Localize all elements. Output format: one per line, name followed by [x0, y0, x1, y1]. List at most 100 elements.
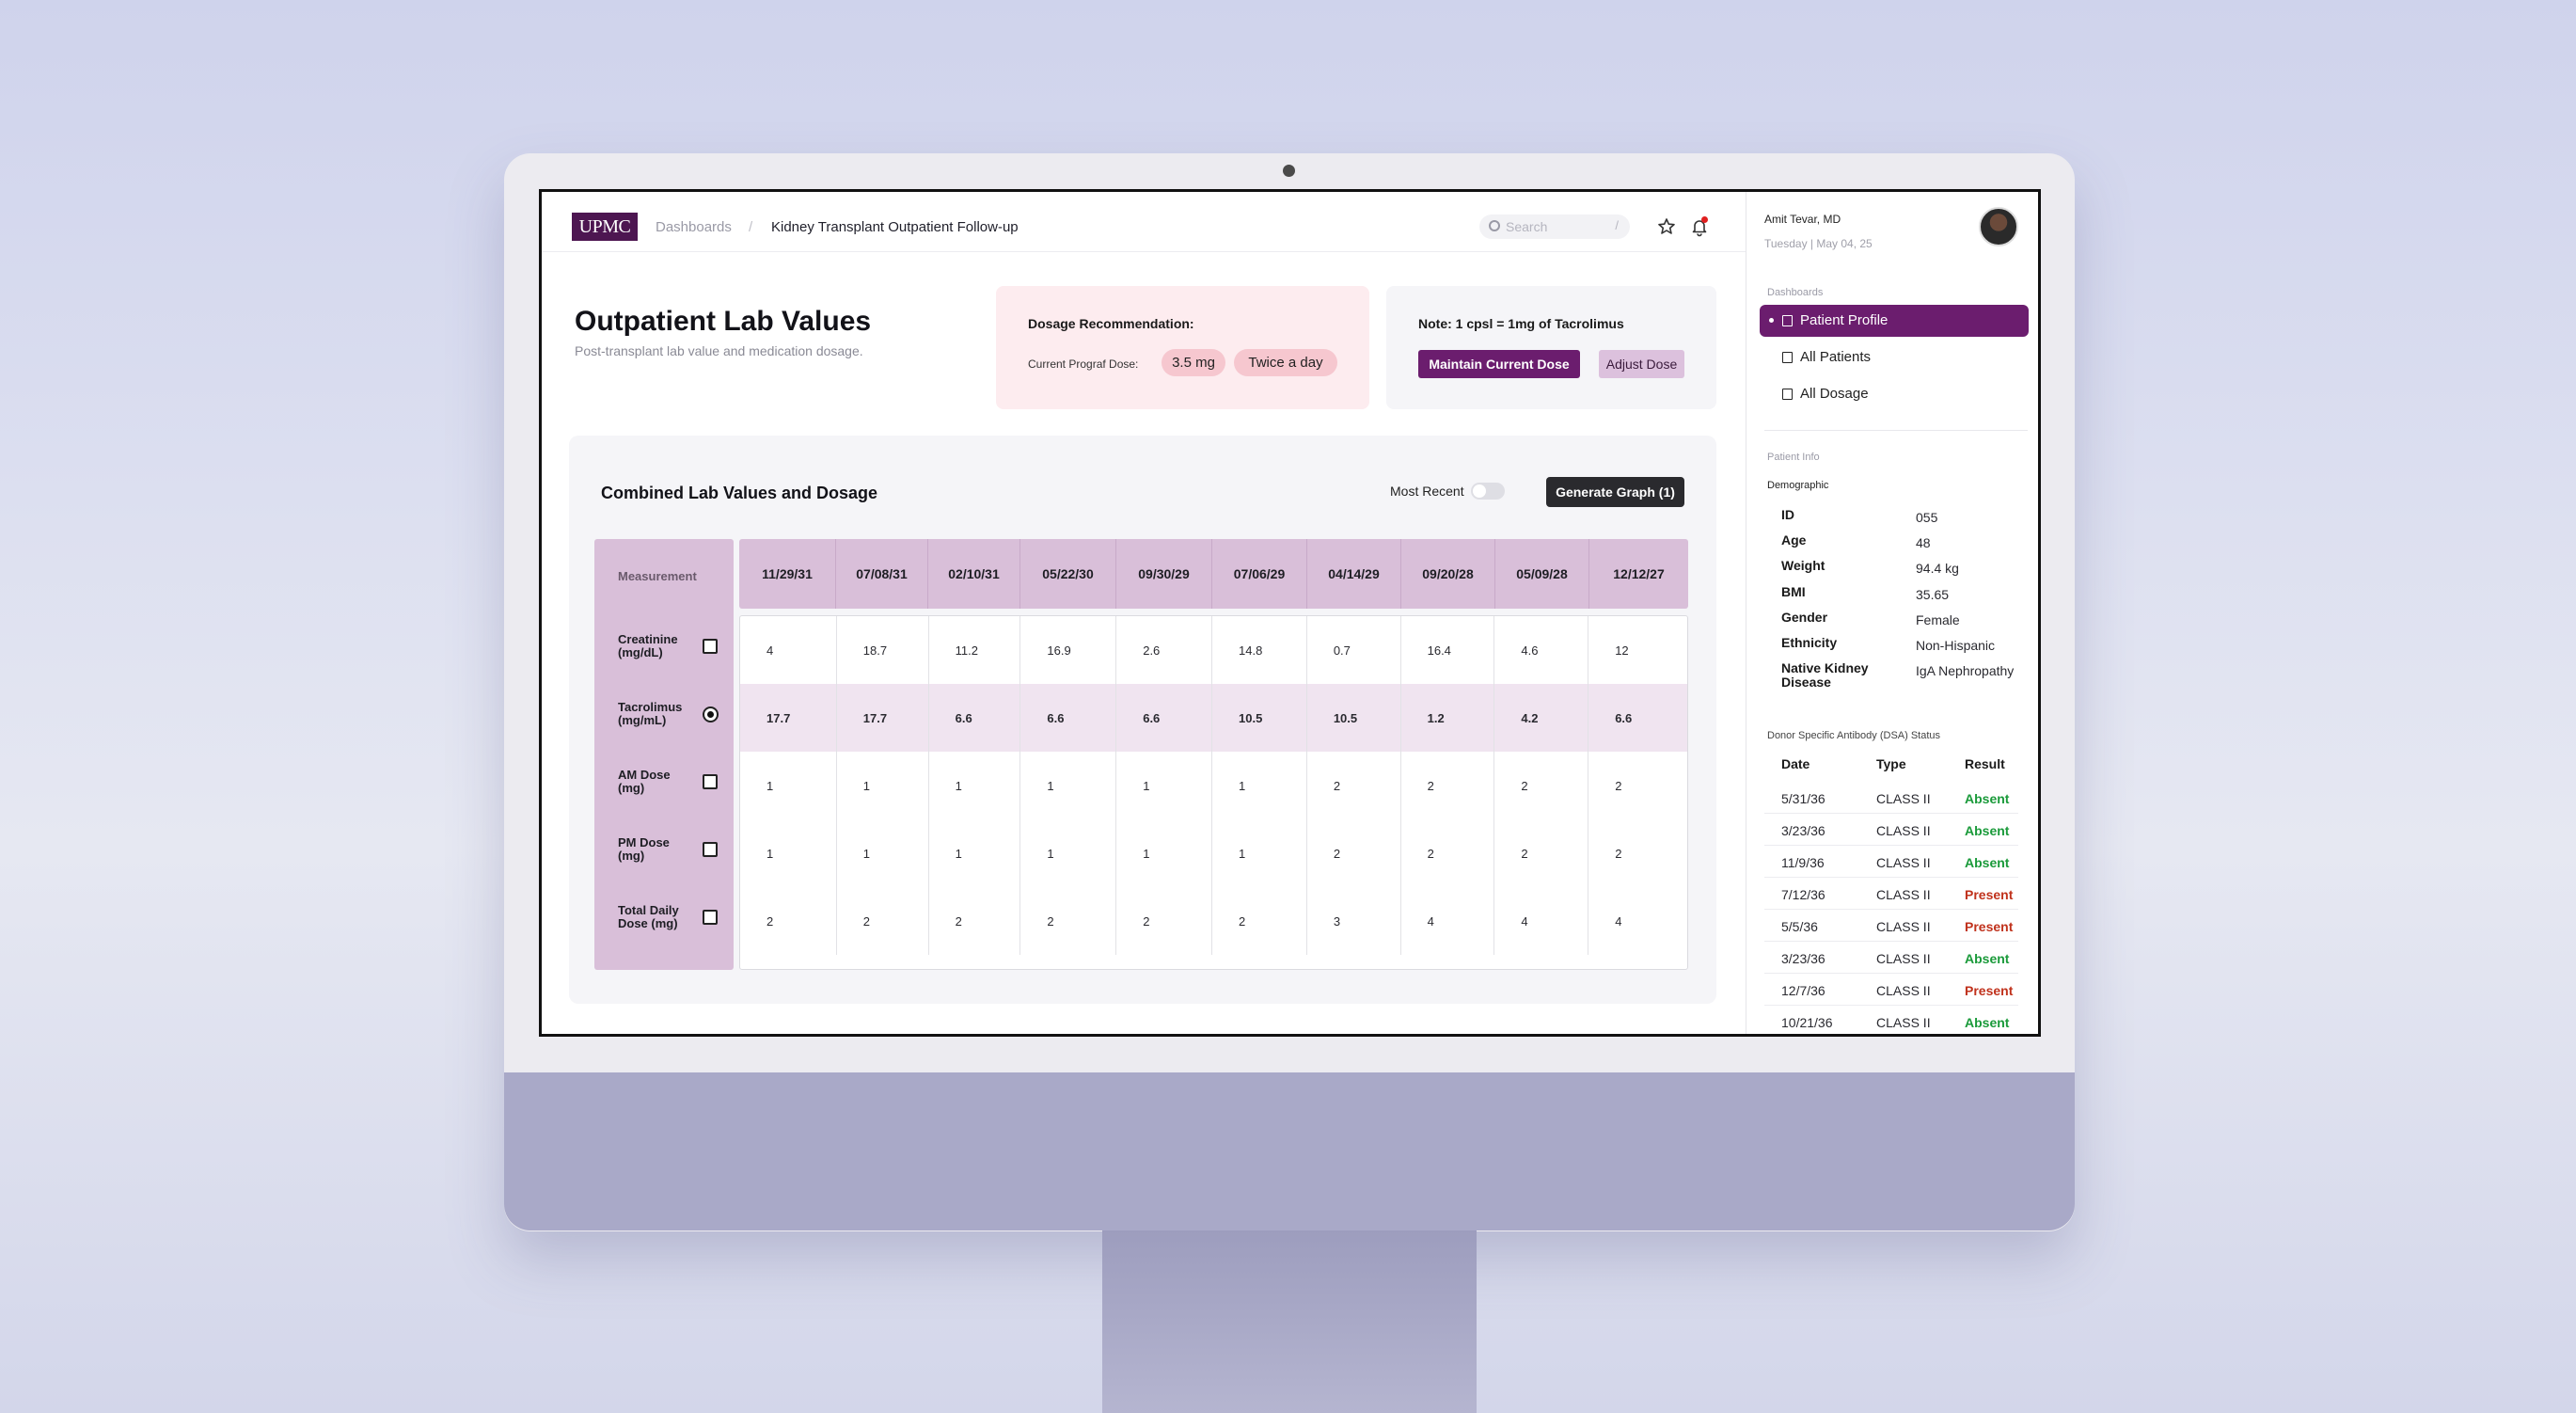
table-cell: 2 [1307, 752, 1401, 819]
demographic-value: 055 [1916, 510, 1938, 525]
right-sidebar: Amit Tevar, MD Tuesday | May 04, 25 Dash… [1746, 192, 2038, 1034]
measurement-radio-selected[interactable] [703, 706, 719, 722]
lab-values-panel: Combined Lab Values and Dosage Most Rece… [569, 436, 1716, 1004]
demographic-value: 35.65 [1916, 587, 1950, 602]
table-cell: 2 [1494, 819, 1589, 887]
measurement-row: PM Dose (mg) [618, 836, 721, 904]
table-cell: 12 [1615, 643, 1629, 658]
demographic-label: Demographic [1767, 480, 1829, 491]
table-cell: 4.6 [1494, 616, 1589, 684]
bell-icon[interactable] [1689, 216, 1710, 237]
dsa-row: 3/23/36 CLASS II Absent [1764, 942, 2018, 974]
dsa-date: 12/7/36 [1781, 983, 1825, 998]
date-column-header[interactable]: 04/14/29 [1307, 539, 1401, 609]
dsa-row: 11/9/36 CLASS II Absent [1764, 846, 2018, 878]
adjust-dose-button[interactable]: Adjust Dose [1599, 350, 1684, 378]
date-column-header[interactable]: 07/06/29 [1212, 539, 1307, 609]
date-column-header[interactable]: 07/08/31 [836, 539, 928, 609]
dsa-type: CLASS II [1876, 887, 1931, 902]
search-icon [1489, 220, 1500, 231]
table-cell: 1 [1116, 819, 1213, 887]
table-cell: 17.7 [740, 684, 837, 752]
dsa-result: Absent [1965, 1015, 2010, 1030]
table-cell: 1 [1212, 819, 1307, 887]
table-cell: 1 [740, 752, 837, 819]
table-cell: 6.6 [929, 684, 1021, 752]
dsa-result: Present [1965, 919, 2014, 934]
measurement-checkbox[interactable] [703, 842, 718, 857]
table-cell: 1 [1020, 752, 1117, 819]
date-column-header[interactable]: 02/10/31 [928, 539, 1020, 609]
breadcrumb-dashboards[interactable]: Dashboards [656, 219, 732, 235]
sidebar-item-all-patients[interactable]: All Patients [1760, 341, 2029, 373]
demographic-value: IgA Nephropathy [1916, 663, 2015, 678]
dsa-date: 3/23/36 [1781, 823, 1825, 838]
dsa-result: Present [1965, 887, 2014, 902]
upmc-logo[interactable]: UPMC [572, 213, 638, 241]
profile-icon [1782, 315, 1793, 326]
date-column-header[interactable]: 12/12/27 [1613, 566, 1665, 581]
sidebar-item-all-dosage[interactable]: All Dosage [1760, 378, 2029, 410]
demographic-key: Weight [1781, 558, 1825, 573]
table-cell: 6.6 [1615, 710, 1633, 725]
patient-info-label: Patient Info [1767, 452, 1820, 463]
dsa-row: 12/7/36 CLASS II Present [1764, 974, 2018, 1006]
table-row: 4 18.7 11.2 16.9 2.6 14.8 0.7 16.4 4.6 12 [740, 616, 1687, 684]
most-recent-toggle[interactable] [1471, 483, 1505, 500]
dsa-type: CLASS II [1876, 983, 1931, 998]
table-cell: 2 [929, 887, 1021, 955]
date-column-header[interactable]: 05/22/30 [1020, 539, 1116, 609]
table-cell: 1.2 [1401, 684, 1495, 752]
search-input[interactable] [1506, 217, 1600, 236]
table-cell: 2 [1307, 819, 1401, 887]
dashboards-section-label: Dashboards [1767, 287, 1824, 298]
table-cell: 2 [1401, 819, 1495, 887]
date-column-header[interactable]: 09/20/28 [1401, 539, 1495, 609]
dsa-result: Absent [1965, 855, 2010, 870]
table-cell: 16.4 [1401, 616, 1495, 684]
search-box[interactable]: / [1479, 214, 1630, 239]
table-cell: 1 [1212, 752, 1307, 819]
table-cell: 1 [1116, 752, 1213, 819]
table-cell: 3 [1307, 887, 1401, 955]
dose-frequency-pill: Twice a day [1234, 349, 1337, 376]
date-column-header[interactable]: 05/09/28 [1495, 539, 1589, 609]
measurement-checkbox[interactable] [703, 910, 718, 925]
table-cell: 1 [1020, 819, 1117, 887]
measurement-checkbox[interactable] [703, 774, 718, 789]
measurement-checkbox[interactable] [703, 639, 718, 654]
table-row: 17.7 17.7 6.6 6.6 6.6 10.5 10.5 1.2 4.2 6.6 [740, 684, 1687, 752]
sidebar-item-label: All Patients [1800, 349, 1872, 365]
date-column-header[interactable]: 09/30/29 [1116, 539, 1212, 609]
dsa-header-date: Date [1781, 756, 1810, 771]
demographic-value: 94.4 kg [1916, 561, 1959, 576]
sidebar-item-label: Patient Profile [1800, 312, 1889, 328]
sidebar-item-patient-profile[interactable]: Patient Profile [1760, 305, 2029, 337]
generate-graph-button[interactable]: Generate Graph (1) [1546, 477, 1684, 507]
measurement-label: Total Daily Dose (mg) [618, 903, 679, 930]
maintain-dose-button[interactable]: Maintain Current Dose [1418, 350, 1580, 378]
table-cell: 4.2 [1494, 684, 1589, 752]
date-column-header[interactable]: 11/29/31 [739, 539, 836, 609]
table-cell: 2 [1615, 846, 1622, 861]
table-cell: 2 [1615, 778, 1622, 793]
table-cell: 18.7 [837, 616, 929, 684]
table-cell: 10.5 [1212, 684, 1307, 752]
dsa-result: Absent [1965, 823, 2010, 838]
page-subtitle: Post-transplant lab value and medication… [575, 343, 863, 358]
avatar[interactable] [1979, 207, 2018, 246]
demographic-value: Non-Hispanic [1916, 638, 1996, 653]
dsa-result: Absent [1965, 791, 2010, 806]
table-cell: 11.2 [929, 616, 1021, 684]
star-icon[interactable] [1656, 216, 1677, 237]
demographic-key: Ethnicity [1781, 635, 1838, 650]
table-cell: 1 [837, 752, 929, 819]
table-cell: 2 [1212, 887, 1307, 955]
table-cell: 1 [929, 819, 1021, 887]
screen: UPMC Dashboards / Kidney Transplant Outp… [539, 189, 2041, 1037]
demographic-key: Gender [1781, 610, 1828, 625]
current-date: Tuesday | May 04, 25 [1764, 237, 1873, 250]
panel-title: Combined Lab Values and Dosage [601, 484, 878, 502]
